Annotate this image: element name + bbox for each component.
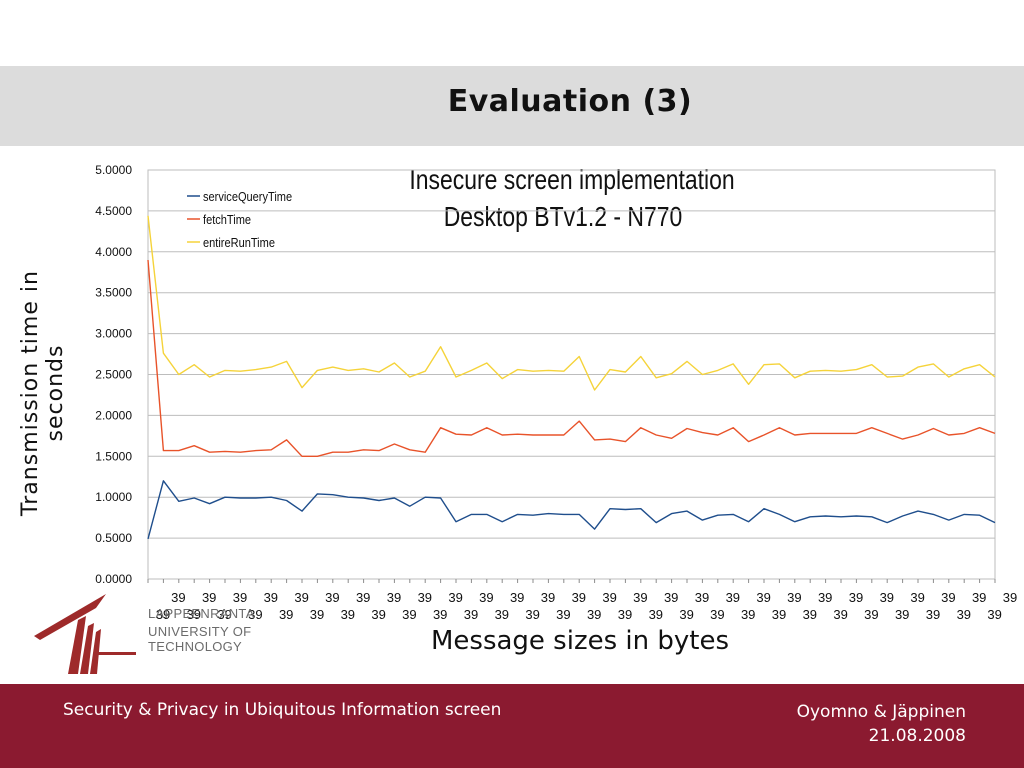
x-tick-label: 39 [187,607,201,620]
x-tick-label: 39 [864,607,878,620]
x-tick-label: 39 [972,590,986,605]
x-tick-label: 39 [495,607,509,620]
title-band [0,66,1024,146]
line-chart: Insecure screen implementation Desktop B… [95,163,1017,620]
series-line-entireRunTime [147,215,996,391]
x-tick-label: 39 [756,590,770,605]
x-tick-label: 39 [464,607,478,620]
x-axis-label: Message sizes in bytes [430,626,730,656]
y-axis-label: Transmission time in seconds [18,270,68,516]
x-tick-label: 39 [556,607,570,620]
x-tick-label: 39 [510,590,524,605]
x-tick-label: 39 [341,607,355,620]
slide-title: Evaluation (3) [447,84,693,119]
logo-line2: UNIVERSITY OF TECHNOLOGY [148,624,252,654]
y-tick-label: 2.0000 [95,408,132,422]
footer-credits: Oyomno & Jäppinen 21.08.2008 [797,700,966,748]
x-tick-label: 39 [448,590,462,605]
x-tick-label: 39 [618,607,632,620]
x-tick-label: 39 [387,590,401,605]
x-tick-label: 39 [957,607,971,620]
x-tick-label: 39 [695,590,709,605]
logo-mark-icon [34,594,136,674]
x-tick-label: 39 [310,607,324,620]
x-tick-label: 39 [602,590,616,605]
x-tick-label: 39 [248,607,262,620]
x-tick-label: 39 [217,607,231,620]
x-tick-label: 39 [987,607,1001,620]
x-tick-label: 39 [633,590,647,605]
series-line-fetchTime [147,259,996,457]
legend-label: entireRunTime [203,235,275,250]
x-tick-label: 39 [356,590,370,605]
legend-label: serviceQueryTime [203,189,292,204]
x-tick-label: 39 [849,590,863,605]
x-tick-label: 39 [880,590,894,605]
y-tick-label: 1.0000 [95,490,132,504]
y-tick-label: 2.5000 [95,368,132,382]
x-tick-label: 39 [402,607,416,620]
x-tick-label: 39 [541,590,555,605]
legend-label: fetchTime [203,212,251,227]
x-tick-label: 39 [818,590,832,605]
x-tick-label: 39 [279,607,293,620]
x-tick-label: 39 [910,590,924,605]
footer-authors: Oyomno & Jäppinen [796,702,966,722]
x-tick-label: 39 [371,607,385,620]
y-tick-label: 0.0000 [95,572,132,586]
x-tick-label: 39 [941,590,955,605]
x-tick-label: 39 [1003,590,1017,605]
y-tick-label: 3.0000 [95,327,132,341]
x-tick-label: 39 [895,607,909,620]
x-tick-label: 39 [679,607,693,620]
y-tick-label: 1.5000 [95,449,132,463]
y-tick-label: 0.5000 [95,531,132,545]
footer-presentation-title: Security & Privacy in Ubiquitous Informa… [63,700,502,720]
x-tick-label: 39 [833,607,847,620]
x-tick-label: 39 [233,590,247,605]
x-tick-label: 39 [926,607,940,620]
series-line-serviceQueryTime [147,480,996,540]
y-tick-label: 4.0000 [95,245,132,259]
x-tick-label: 39 [587,607,601,620]
x-tick-label: 39 [433,607,447,620]
x-tick-label: 39 [741,607,755,620]
y-tick-label: 5.0000 [95,163,132,177]
chart-title-line2: Desktop BTv1.2 - N770 [444,202,683,233]
x-tick-label: 39 [772,607,786,620]
x-tick-label: 39 [325,590,339,605]
x-tick-label: 39 [572,590,586,605]
x-tick-label: 39 [156,607,170,620]
university-logo: LAPPEENRANTA UNIVERSITY OF TECHNOLOGY [30,590,330,674]
logo-line1: LAPPEENRANTA [148,606,255,621]
x-tick-label: 39 [710,607,724,620]
x-tick-label: 39 [664,590,678,605]
x-tick-label: 39 [171,590,185,605]
y-tick-label: 4.5000 [95,204,132,218]
footer-date: 21.08.2008 [868,726,966,746]
x-tick-label: 39 [479,590,493,605]
x-tick-label: 39 [726,590,740,605]
plot-border [147,169,996,580]
footer-bar: Security & Privacy in Ubiquitous Informa… [0,684,1024,768]
x-tick-label: 39 [294,590,308,605]
x-tick-label: 39 [202,590,216,605]
x-tick-label: 39 [418,590,432,605]
x-tick-label: 39 [525,607,539,620]
x-tick-label: 39 [264,590,278,605]
x-tick-label: 39 [787,590,801,605]
y-tick-label: 3.5000 [95,286,132,300]
x-tick-label: 39 [803,607,817,620]
x-tick-label: 39 [649,607,663,620]
